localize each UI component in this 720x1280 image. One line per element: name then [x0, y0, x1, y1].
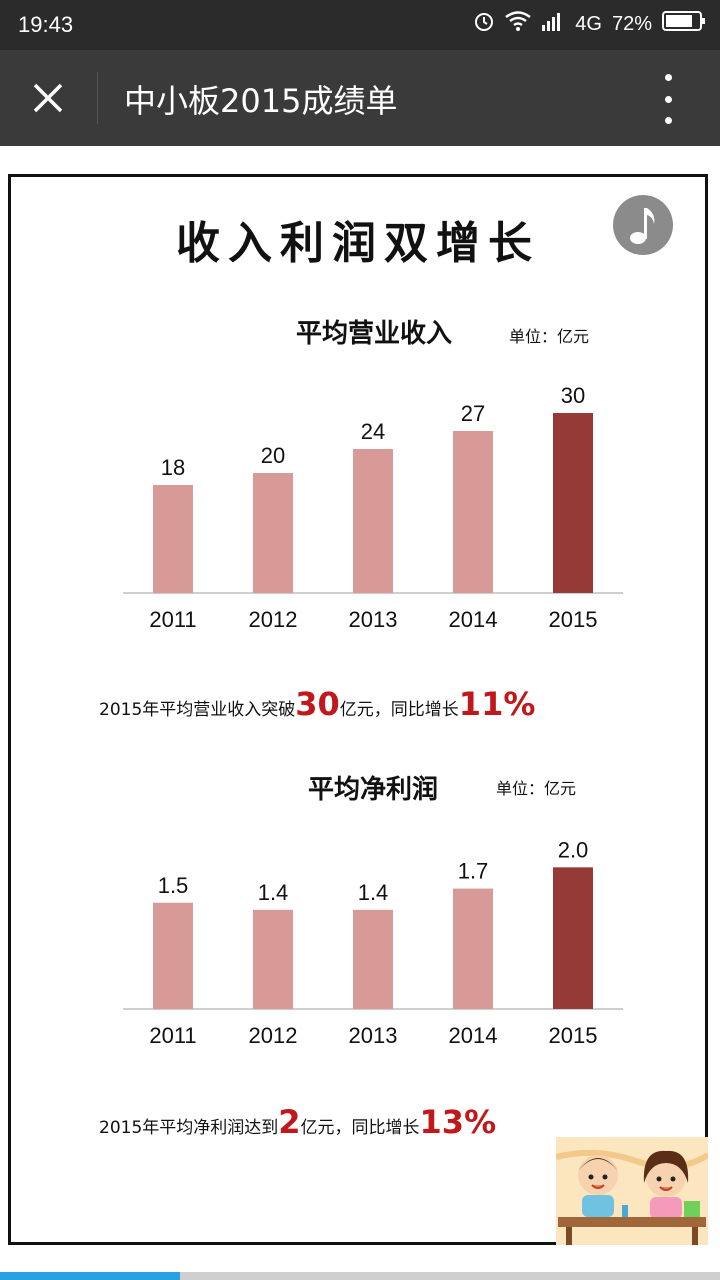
- bar-value-label: 20: [261, 443, 285, 468]
- profit-bar-chart: 1.5 2011 1.4 2012 1.4 2013 1.7 2014 2.0 2015: [123, 837, 623, 1048]
- bar-2014: [453, 431, 493, 593]
- revenue-growth-value: 11%: [458, 685, 536, 723]
- bar-value-label: 24: [361, 419, 385, 444]
- bar-value-label: 18: [161, 455, 185, 480]
- x-tick-label: 2013: [349, 607, 398, 632]
- profit-chart-title: 平均净利润: [308, 775, 439, 805]
- x-tick-label: 2012: [249, 607, 298, 632]
- x-tick-label: 2015: [549, 1023, 598, 1048]
- revenue-bar-chart: 18 2011 20 2012 24 2013 27 2014 30 2015: [123, 383, 623, 632]
- page-title: 中小板2015成绩单: [124, 82, 398, 120]
- music-note-icon: [630, 208, 655, 244]
- nav-bar: 中小板2015成绩单: [0, 50, 720, 146]
- revenue-summary: 2015年平均营业收入突破30亿元，同比增长11%: [99, 685, 535, 723]
- profit-growth-value: 13%: [419, 1103, 497, 1141]
- revenue-summary-value: 30: [295, 685, 340, 723]
- bar-2012: [253, 473, 293, 593]
- x-tick-label: 2015: [549, 607, 598, 632]
- more-dot-icon: [664, 117, 672, 124]
- status-bar: 19:43 4G 72%: [0, 0, 720, 50]
- more-dot-icon: [664, 74, 672, 81]
- bar-2015: [553, 413, 593, 593]
- revenue-summary-text: 2015年平均营业收入突破: [99, 700, 296, 720]
- bar-2011: [153, 485, 193, 593]
- network-type: 4G: [575, 12, 602, 35]
- profit-summary-text2: 亿元，同比增长: [300, 1118, 420, 1138]
- revenue-chart: 18 2011 20 2012 24 2013 27 2014 30 2015: [123, 349, 623, 643]
- kids-illustration: [556, 1137, 708, 1245]
- bar-value-label: 27: [461, 401, 485, 426]
- x-tick-label: 2012: [249, 1023, 298, 1048]
- bar-value-label: 1.7: [458, 859, 489, 884]
- x-tick-label: 2013: [349, 1023, 398, 1048]
- close-button[interactable]: [24, 74, 72, 122]
- status-time: 19:43: [18, 12, 74, 37]
- bar-2011: [153, 902, 193, 1009]
- bar-2012: [253, 909, 293, 1009]
- page-load-progress-fill: [0, 1272, 180, 1280]
- bar-2013: [353, 449, 393, 593]
- alarm-icon: [473, 10, 495, 38]
- x-tick-label: 2011: [149, 607, 196, 632]
- bar-2015: [553, 867, 593, 1009]
- bar-value-label: 1.4: [358, 880, 389, 905]
- more-menu-button[interactable]: [656, 74, 680, 124]
- profit-unit: 单位：亿元: [496, 779, 577, 798]
- x-tick-label: 2014: [449, 1023, 498, 1048]
- music-toggle-button[interactable]: [613, 195, 673, 255]
- revenue-summary-text2: 亿元，同比增长: [339, 700, 459, 720]
- revenue-unit: 单位：亿元: [509, 327, 590, 346]
- profit-summary-text: 2015年平均净利润达到: [99, 1118, 279, 1138]
- bar-value-label: 1.5: [158, 873, 189, 898]
- infographic-heading: 收入利润双增长: [176, 218, 540, 269]
- battery-percent: 72%: [611, 12, 652, 35]
- x-tick-label: 2014: [449, 607, 498, 632]
- infographic-card: 收入利润双增长 平均营业收入 单位：亿元 18 2011 20 2012 24 2013 2…: [8, 174, 708, 1245]
- bar-value-label: 30: [561, 383, 585, 408]
- x-tick-label: 2011: [149, 1023, 196, 1048]
- wifi-icon: [505, 11, 532, 37]
- battery-icon: [662, 10, 706, 38]
- bar-value-label: 2.0: [558, 837, 589, 862]
- signal-icon: [541, 11, 565, 37]
- bar-2014: [453, 888, 493, 1009]
- bar-value-label: 1.4: [258, 880, 289, 905]
- page-load-progress: [0, 1272, 720, 1280]
- profit-summary: 2015年平均净利润达到2亿元，同比增长13%: [99, 1103, 496, 1141]
- profit-chart: 1.5 2011 1.4 2012 1.4 2013 1.7 2014 2.0 2015: [123, 805, 623, 1059]
- close-icon: [33, 83, 63, 113]
- revenue-chart-title: 平均营业收入: [296, 319, 453, 349]
- bar-2013: [353, 909, 393, 1009]
- status-icons: 4G 72%: [473, 10, 706, 38]
- more-dot-icon: [664, 95, 672, 103]
- nav-divider: [97, 72, 98, 124]
- profit-summary-value: 2: [278, 1103, 301, 1141]
